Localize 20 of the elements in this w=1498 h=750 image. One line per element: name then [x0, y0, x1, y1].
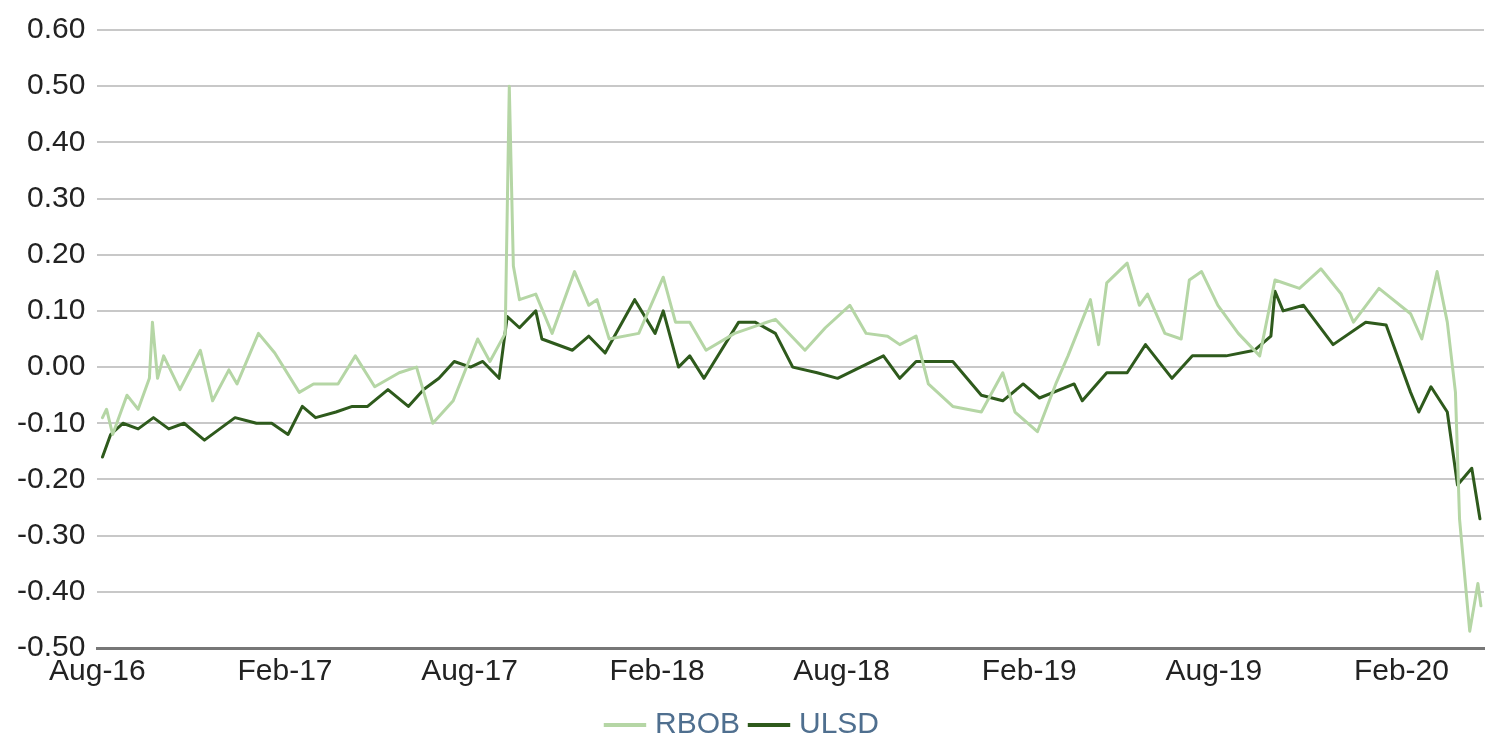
legend-label: RBOB — [654, 706, 741, 740]
x-tick-label: Aug-19 — [1165, 653, 1263, 687]
y-tick-label: 0.00 — [26, 348, 86, 382]
y-tick-label: -0.30 — [16, 516, 86, 550]
legend-label: ULSD — [799, 706, 880, 740]
y-tick-label: -0.20 — [16, 460, 86, 494]
y-tick-label: 0.30 — [26, 179, 86, 213]
x-tick-label: Feb-19 — [981, 653, 1077, 687]
x-tick-label: Aug-17 — [421, 653, 518, 687]
y-tick-label: -0.40 — [16, 573, 86, 607]
x-tick-label: Feb-17 — [237, 653, 333, 687]
y-tick-label: 0.60 — [26, 11, 86, 45]
y-tick-label: 0.40 — [26, 123, 86, 157]
y-tick-label: 0.50 — [26, 67, 86, 101]
x-tick-label: Feb-20 — [1353, 653, 1449, 687]
x-tick-label: Feb-18 — [609, 653, 705, 687]
y-tick-label: -0.10 — [16, 404, 86, 438]
y-tick-label: 0.20 — [26, 235, 86, 269]
y-tick-label: 0.10 — [26, 292, 86, 326]
x-tick-label: Aug-18 — [793, 653, 891, 687]
